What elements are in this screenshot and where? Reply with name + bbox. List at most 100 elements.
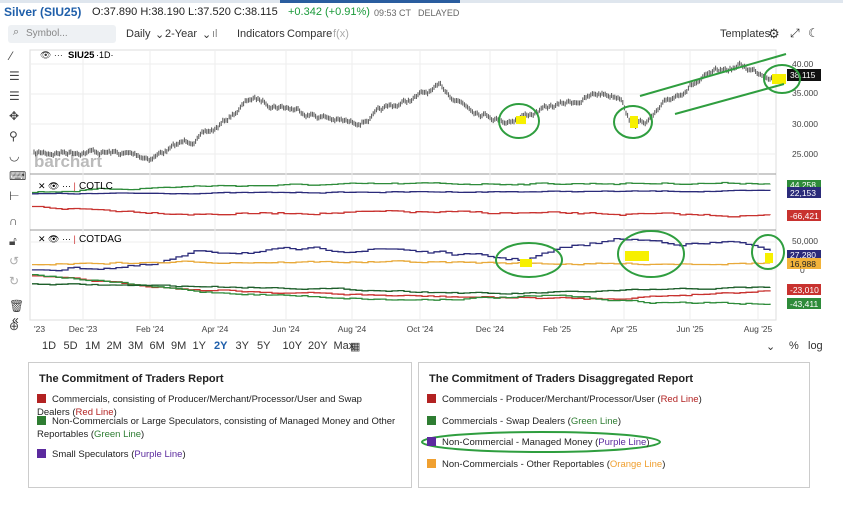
legend-item: Non-Commercials or Large Speculators, co… xyxy=(37,415,397,441)
period-button[interactable]: 3M xyxy=(128,340,144,352)
expand-icon[interactable]: ⤢ xyxy=(790,26,800,40)
svg-text:∩: ∩ xyxy=(9,214,18,228)
pane-label: SIU25 xyxy=(68,50,95,61)
period-button[interactable]: 2M xyxy=(106,340,122,352)
indicators[interactable]: Indicators xyxy=(237,28,285,40)
theme-icon[interactable]: ☾ xyxy=(808,26,819,40)
legend-right: The Commitment of Traders Disaggregated … xyxy=(418,362,810,488)
cot-line xyxy=(32,181,771,194)
templates[interactable]: Templates xyxy=(720,28,771,40)
y-tick-label: 50,000 xyxy=(792,236,818,246)
legend-text: Non-Commercials or Large Speculators, co… xyxy=(37,416,396,440)
legend-title: The Commitment of Traders Disaggregated … xyxy=(429,373,694,385)
period-button[interactable]: 5D xyxy=(63,340,78,352)
legend-text: Small Speculators ( xyxy=(52,449,135,460)
x-tick-label: Aug '25 xyxy=(744,324,773,334)
fx[interactable]: f(x) xyxy=(333,28,349,40)
legend-left: The Commitment of Traders Report Commerci… xyxy=(28,362,412,488)
compare[interactable]: Compare xyxy=(287,28,333,40)
last-value: -43,411 xyxy=(790,299,818,309)
cotdag-line xyxy=(32,237,771,272)
chart: ⁄ ☰ ☰ ✥ ⚲ ◡ ⌨ ⊢ ∩ 🔓︎ ↺ ↻ 🗑︎ ⊕ barchart 👁… xyxy=(7,49,821,334)
swatch xyxy=(37,416,46,425)
x-tick-label: Jun '24 xyxy=(272,324,299,334)
period-button[interactable]: 3Y xyxy=(235,340,249,352)
period-button[interactable]: Max xyxy=(333,340,355,352)
pane-label: COTDAG xyxy=(79,234,122,245)
watermark: barchart xyxy=(34,152,102,171)
svg-text:↻: ↻ xyxy=(9,274,19,288)
x-tick-label: Apr '24 xyxy=(202,324,229,334)
cotdag-line xyxy=(32,273,771,306)
legend-item: Small Speculators (Purple Line) xyxy=(37,448,397,461)
legend-title: The Commitment of Traders Report xyxy=(39,373,224,385)
svg-text:↺: ↺ xyxy=(9,254,19,268)
legend-text: Non-Commercial - Managed Money ( xyxy=(442,437,599,448)
option[interactable]: % xyxy=(789,340,799,352)
last-value: 44,258 xyxy=(790,180,816,190)
svg-text:☰: ☰ xyxy=(9,89,20,103)
svg-text:⊢: ⊢ xyxy=(9,189,19,203)
legend-text: Commercials - Producer/Merchant/Processo… xyxy=(442,394,661,405)
legend-text: ) xyxy=(662,459,666,470)
symbol[interactable]: Silver (SIU25) xyxy=(4,5,82,19)
x-tick-label: '23 xyxy=(34,324,45,334)
swatch xyxy=(427,459,436,468)
period-button[interactable]: 5Y xyxy=(257,340,271,352)
collapse-icon[interactable]: ⌄ xyxy=(766,341,776,353)
svg-text:⚲: ⚲ xyxy=(9,129,18,143)
last-value: -23,010 xyxy=(790,285,819,295)
highlight xyxy=(421,431,661,453)
pane-icons[interactable]: ✕ 👁︎ ··· | xyxy=(38,181,76,191)
svg-text:⁄: ⁄ xyxy=(7,49,14,63)
period-button[interactable]: 20Y xyxy=(308,340,328,352)
collapse-rail[interactable]: « xyxy=(12,313,19,327)
search-placeholder: Symbol... xyxy=(26,28,68,39)
search-box[interactable]: Symbol... ⌕ xyxy=(8,25,116,43)
swatch xyxy=(37,394,46,403)
cot-line xyxy=(32,189,771,195)
swatch xyxy=(427,437,436,446)
svg-text:◡: ◡ xyxy=(9,149,19,163)
period-button[interactable]: 6M xyxy=(149,340,165,352)
legend-text: Commercials, consisting of Producer/Merc… xyxy=(37,394,362,418)
legend-item: Commercials - Producer/Merchant/Processo… xyxy=(427,393,787,406)
top-strip xyxy=(0,0,843,3)
svg-text:🗑︎: 🗑︎ xyxy=(9,299,24,313)
legend-text: Purple Line xyxy=(134,449,183,460)
cotdag-line xyxy=(32,275,771,300)
last-value: 22,153 xyxy=(790,188,816,198)
status: DELAYED xyxy=(418,8,460,18)
swatch xyxy=(427,394,436,403)
legend-item: Non-Commercials - Other Reportables (Ora… xyxy=(427,458,787,471)
legend-text: Purple Line xyxy=(598,437,647,448)
legend-item: Commercials - Swap Dealers (Green Line) xyxy=(427,415,787,428)
range-menu[interactable]: 2-Year xyxy=(165,28,198,40)
pane-icons[interactable]: ✕ 👁︎ ··· | xyxy=(38,234,76,244)
pane-icons[interactable]: 👁︎ ··· xyxy=(40,50,63,60)
last-value: 16,988 xyxy=(790,259,816,269)
period-button[interactable]: 2Y xyxy=(214,340,228,352)
svg-text:☰: ☰ xyxy=(9,69,20,83)
legend-text: Green Line xyxy=(94,429,142,440)
legend-text: Commercials - Swap Dealers ( xyxy=(442,416,571,427)
swatch xyxy=(427,416,436,425)
x-tick-label: Dec '23 xyxy=(69,324,98,334)
x-tick-label: Jun '25 xyxy=(676,324,703,334)
y-tick-label: 0 xyxy=(800,265,805,275)
last-value: 27,280 xyxy=(790,250,816,260)
calendar-icon[interactable]: ▦ xyxy=(350,341,361,353)
cotdag-line xyxy=(32,283,771,295)
settings-icon[interactable]: ⚙ xyxy=(768,26,780,41)
period-button[interactable]: 1Y xyxy=(192,340,206,352)
option[interactable]: log xyxy=(808,340,823,352)
legend-text: ) xyxy=(113,407,117,418)
time: 09:53 CT xyxy=(374,8,412,18)
period-button[interactable]: 9M xyxy=(171,340,187,352)
period-button[interactable]: 1D xyxy=(42,340,57,352)
x-tick-label: Dec '24 xyxy=(476,324,505,334)
period-button[interactable]: 1M xyxy=(85,340,101,352)
period-button[interactable]: 10Y xyxy=(282,340,303,352)
x-tick-label: Oct '24 xyxy=(407,324,434,334)
interval-menu[interactable]: Daily xyxy=(126,28,151,40)
